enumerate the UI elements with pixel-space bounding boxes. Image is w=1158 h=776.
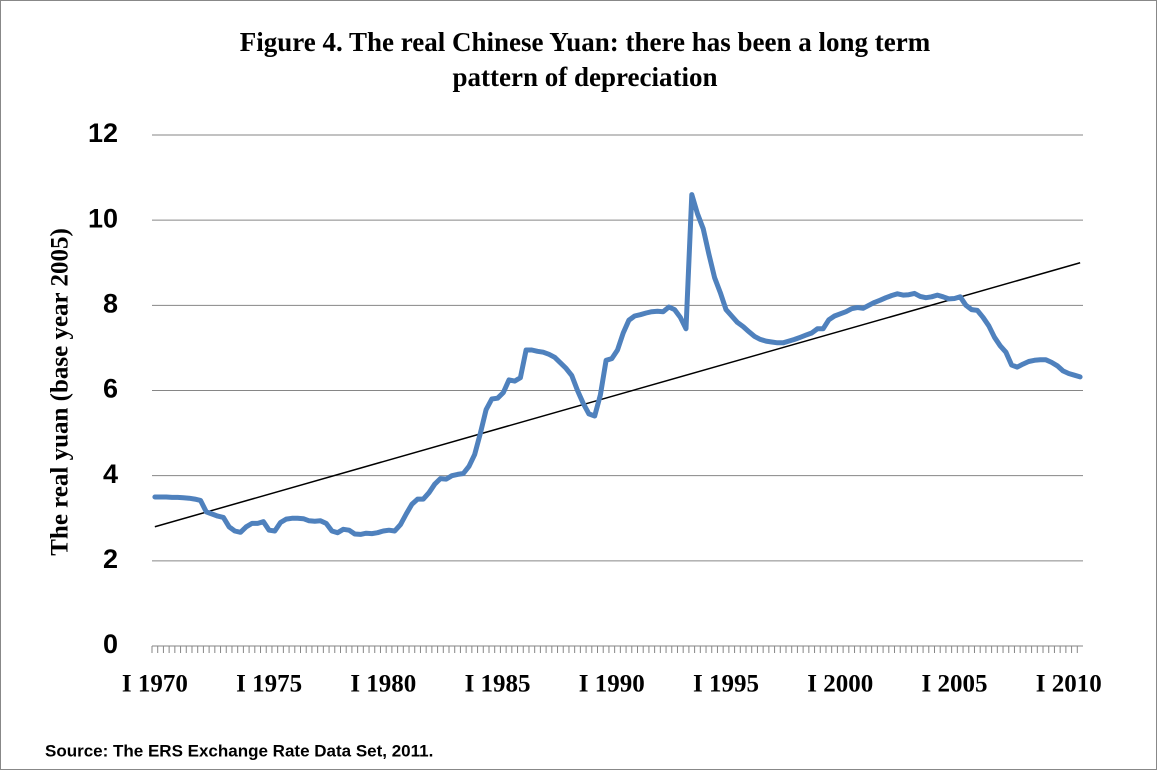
y-tick-label: 8 — [103, 288, 118, 318]
y-tick-label: 6 — [103, 374, 118, 404]
y-tick-label: 4 — [103, 459, 118, 489]
x-tick-label: I 1980 — [350, 671, 416, 698]
x-tick-label: I 1990 — [579, 671, 645, 698]
data-line — [152, 192, 1083, 537]
y-tick-label: 12 — [88, 118, 118, 148]
source-note: Source: The ERS Exchange Rate Data Set, … — [45, 741, 433, 760]
chart-title: pattern of depreciation — [453, 62, 718, 92]
y-axis-label: The real yuan (base year 2005) — [47, 228, 74, 556]
x-tick-label: I 2005 — [921, 671, 987, 698]
x-tick-label: I 2010 — [1036, 671, 1102, 698]
x-tick-label: I 1975 — [236, 671, 302, 698]
x-tick-label: I 2000 — [807, 671, 873, 698]
y-tick-label: 10 — [88, 203, 118, 233]
x-tick-label: I 1970 — [122, 671, 188, 698]
x-tick-label: I 1995 — [693, 671, 759, 698]
y-tick-label: 2 — [103, 544, 118, 574]
y-tick-label: 0 — [103, 629, 118, 659]
trend-line — [154, 262, 1081, 528]
x-tick-label: I 1985 — [465, 671, 531, 698]
chart-title: Figure 4. The real Chinese Yuan: there h… — [240, 27, 931, 57]
